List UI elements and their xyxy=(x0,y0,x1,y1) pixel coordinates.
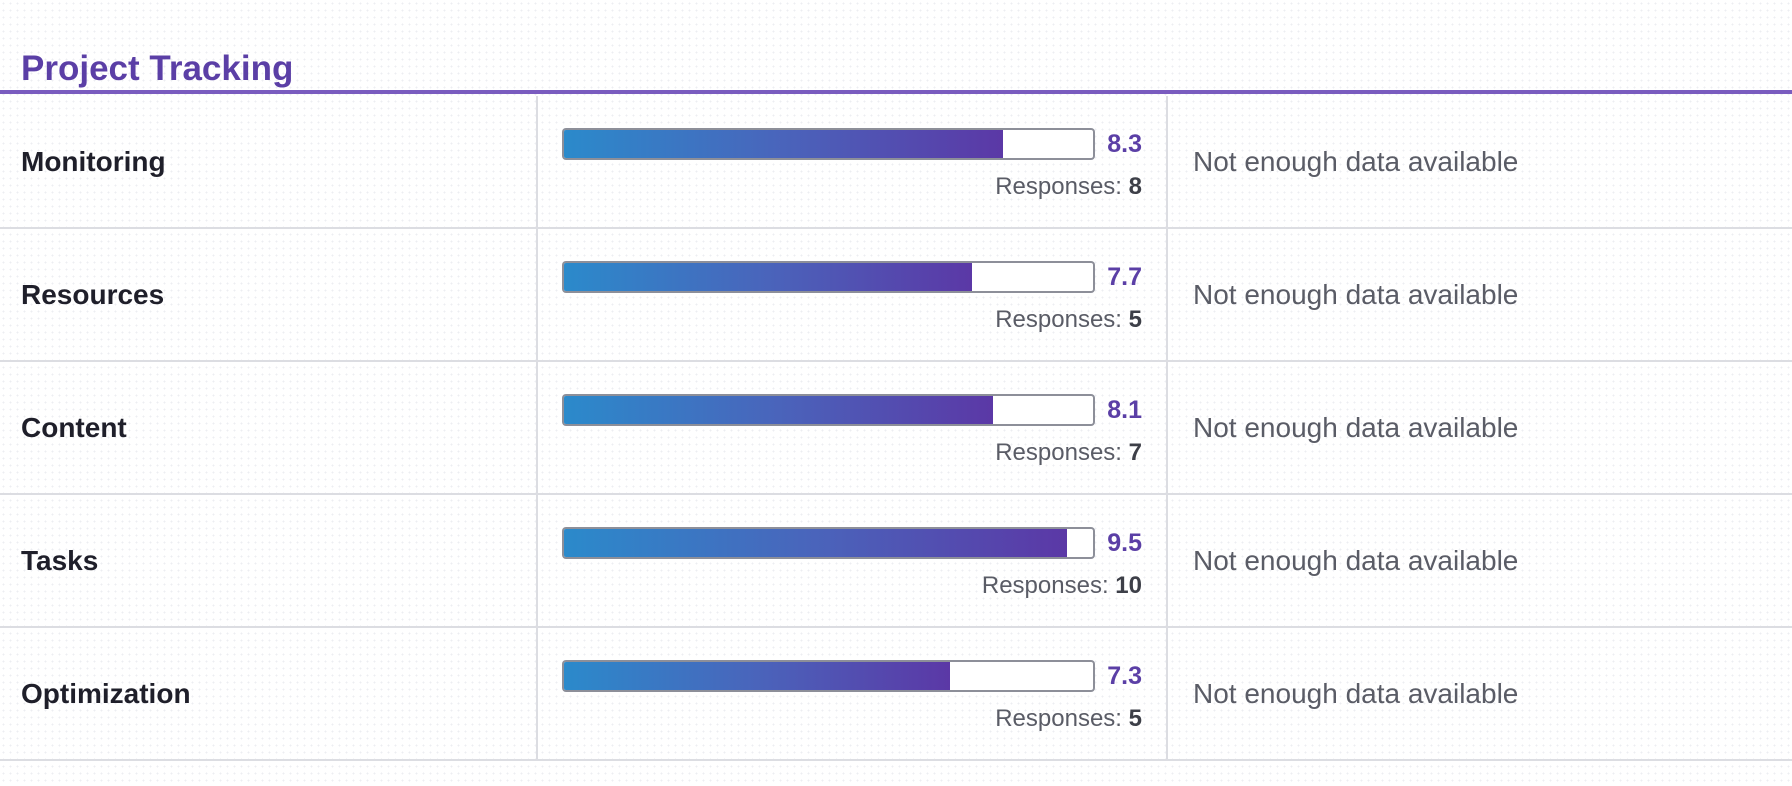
section-title: Project Tracking xyxy=(21,49,294,88)
row-label: Resources xyxy=(21,279,165,310)
score-bar-fill xyxy=(564,130,1004,158)
score-value: 9.5 xyxy=(1107,529,1142,557)
responses-number: 10 xyxy=(1115,572,1142,599)
column-divider xyxy=(536,362,538,493)
responses-label: Responses: xyxy=(995,306,1122,333)
score-cell: 7.3 Responses: 5 xyxy=(538,628,1166,759)
responses-number: 8 xyxy=(1128,173,1142,200)
status-text: Not enough data available xyxy=(1193,412,1519,443)
status-text: Not enough data available xyxy=(1193,279,1519,310)
score-cell: 9.5 Responses: 10 xyxy=(538,495,1166,626)
table-row: Resources 7.7 Responses: 5 Not enough da… xyxy=(0,229,1792,362)
column-divider xyxy=(1166,362,1168,493)
score-cell: 8.3 Responses: 8 xyxy=(538,96,1166,227)
score-bar xyxy=(562,261,1096,293)
column-divider xyxy=(1166,229,1168,360)
status-text: Not enough data available xyxy=(1193,545,1519,576)
score-value: 7.7 xyxy=(1107,263,1142,291)
responses-number: 5 xyxy=(1128,705,1142,732)
score-bar-fill xyxy=(564,662,951,690)
column-divider xyxy=(1166,495,1168,626)
responses-count: Responses: 5 xyxy=(995,304,1142,336)
score-value: 8.3 xyxy=(1107,130,1142,158)
score-bar-fill xyxy=(564,529,1067,557)
column-divider xyxy=(536,628,538,759)
row-label: Monitoring xyxy=(21,146,166,177)
column-divider xyxy=(536,229,538,360)
column-divider xyxy=(536,96,538,227)
status-text: Not enough data available xyxy=(1193,678,1519,709)
table-row: Optimization 7.3 Responses: 5 Not enough… xyxy=(0,628,1792,761)
score-value: 7.3 xyxy=(1107,662,1142,690)
responses-number: 5 xyxy=(1128,306,1142,333)
row-label: Content xyxy=(21,412,127,443)
column-divider xyxy=(1166,96,1168,227)
responses-label: Responses: xyxy=(981,572,1109,599)
column-divider xyxy=(1166,628,1168,759)
score-bar xyxy=(562,128,1096,160)
status-text: Not enough data available xyxy=(1193,146,1519,177)
score-bar-fill xyxy=(564,263,972,291)
responses-count: Responses: 8 xyxy=(995,171,1142,203)
score-cell: 7.7 Responses: 5 xyxy=(538,229,1166,360)
header-divider xyxy=(0,90,1792,94)
column-divider xyxy=(536,495,538,626)
table-row: Monitoring 8.3 Responses: 8 Not enough d… xyxy=(0,96,1792,229)
score-bar xyxy=(562,394,1096,426)
responses-label: Responses: xyxy=(995,439,1122,466)
responses-count: Responses: 7 xyxy=(995,437,1142,469)
score-bar xyxy=(562,660,1096,692)
responses-count: Responses: 5 xyxy=(995,703,1142,735)
row-label: Optimization xyxy=(21,678,191,709)
section-header: Project Tracking xyxy=(0,0,1792,95)
table-row: Tasks 9.5 Responses: 10 Not enough data … xyxy=(0,495,1792,628)
row-label: Tasks xyxy=(21,545,99,576)
score-bar xyxy=(562,527,1096,559)
score-table: Monitoring 8.3 Responses: 8 Not enough d… xyxy=(0,96,1792,761)
responses-label: Responses: xyxy=(995,173,1122,200)
score-bar-fill xyxy=(564,396,993,424)
responses-label: Responses: xyxy=(995,705,1122,732)
responses-number: 7 xyxy=(1128,439,1142,466)
responses-count: Responses: 10 xyxy=(982,570,1142,602)
score-cell: 8.1 Responses: 7 xyxy=(538,362,1166,493)
score-value: 8.1 xyxy=(1107,396,1142,424)
table-row: Content 8.1 Responses: 7 Not enough data… xyxy=(0,362,1792,495)
